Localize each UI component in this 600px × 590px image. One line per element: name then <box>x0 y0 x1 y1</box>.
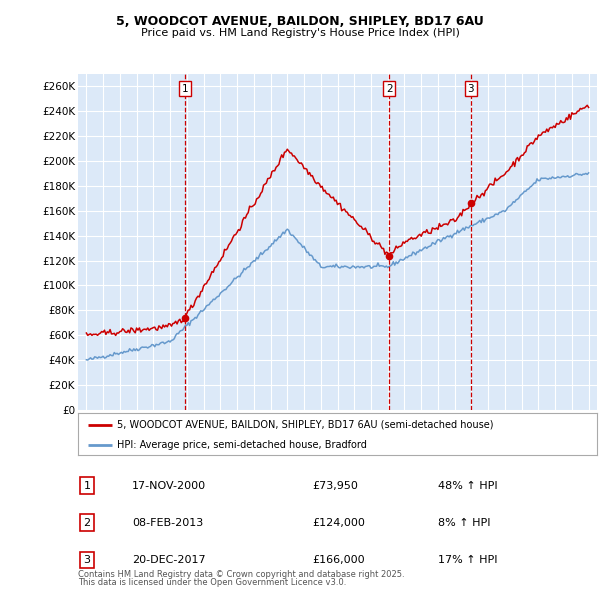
Text: 8% ↑ HPI: 8% ↑ HPI <box>438 518 491 527</box>
Text: £124,000: £124,000 <box>312 518 365 527</box>
Text: 1: 1 <box>83 481 91 490</box>
Text: Price paid vs. HM Land Registry's House Price Index (HPI): Price paid vs. HM Land Registry's House … <box>140 28 460 38</box>
Text: 48% ↑ HPI: 48% ↑ HPI <box>438 481 497 490</box>
Text: 2: 2 <box>386 84 393 94</box>
Text: £166,000: £166,000 <box>312 555 365 565</box>
Text: This data is licensed under the Open Government Licence v3.0.: This data is licensed under the Open Gov… <box>78 578 346 587</box>
Text: 20-DEC-2017: 20-DEC-2017 <box>132 555 206 565</box>
Text: 3: 3 <box>467 84 474 94</box>
Text: 5, WOODCOT AVENUE, BAILDON, SHIPLEY, BD17 6AU: 5, WOODCOT AVENUE, BAILDON, SHIPLEY, BD1… <box>116 15 484 28</box>
Text: 17-NOV-2000: 17-NOV-2000 <box>132 481 206 490</box>
Text: £73,950: £73,950 <box>312 481 358 490</box>
Text: Contains HM Land Registry data © Crown copyright and database right 2025.: Contains HM Land Registry data © Crown c… <box>78 571 404 579</box>
Text: 3: 3 <box>83 555 91 565</box>
Text: 08-FEB-2013: 08-FEB-2013 <box>132 518 203 527</box>
Text: 5, WOODCOT AVENUE, BAILDON, SHIPLEY, BD17 6AU (semi-detached house): 5, WOODCOT AVENUE, BAILDON, SHIPLEY, BD1… <box>117 420 493 430</box>
Text: HPI: Average price, semi-detached house, Bradford: HPI: Average price, semi-detached house,… <box>117 440 367 450</box>
Text: 17% ↑ HPI: 17% ↑ HPI <box>438 555 497 565</box>
Text: 1: 1 <box>182 84 188 94</box>
Text: 2: 2 <box>83 518 91 527</box>
